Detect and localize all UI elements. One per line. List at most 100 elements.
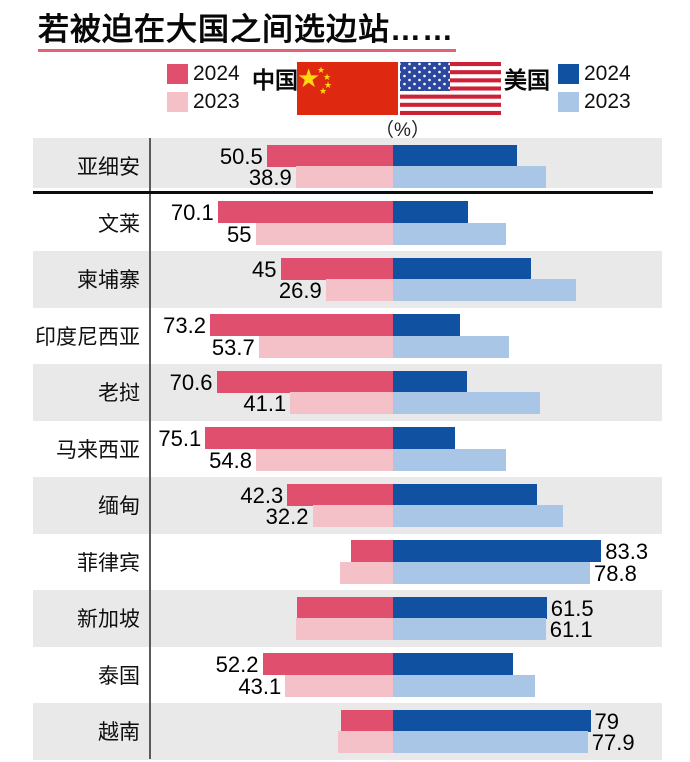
legend: 2024 2023 中国 ★ ★ ★ ★ ★ xyxy=(0,55,690,137)
value-label-2024: 73.2 xyxy=(163,313,206,338)
value-label-2023: 38.9 xyxy=(248,165,292,190)
bar-china-2024 xyxy=(351,540,393,562)
unit-label: （%） xyxy=(375,120,430,141)
country-label: 文莱 xyxy=(98,212,140,236)
bar-china-2024 xyxy=(217,201,393,223)
value-label-2023: 26.9 xyxy=(278,278,322,303)
bar-us-2023 xyxy=(393,505,563,527)
bar-us-2023 xyxy=(393,448,506,471)
bar-china-2023 xyxy=(295,618,393,640)
legend-year-china-2023: 2023 xyxy=(193,90,240,113)
legend-year-us-2024: 2024 xyxy=(584,62,631,85)
bar-china-2023 xyxy=(255,222,393,245)
bar-china-2024 xyxy=(210,314,393,336)
country-label: 印度尼西亚 xyxy=(35,325,140,349)
title-underline xyxy=(38,49,456,52)
bar-us-2023 xyxy=(393,731,588,753)
bar-us-2023 xyxy=(393,222,506,245)
bar-us-2024 xyxy=(393,370,467,393)
bar-china-2023 xyxy=(256,448,393,471)
country-label: 泰国 xyxy=(98,664,140,688)
chart-row: 老挝 70.6 41.1 xyxy=(0,364,690,421)
country-label: 亚细安 xyxy=(77,156,140,180)
value-label-2023: 78.8 xyxy=(594,560,637,586)
chart-row: 文莱 70.1 55 xyxy=(0,195,690,252)
value-label-2024: 75.1 xyxy=(158,426,202,451)
legend-swatch-us-2023 xyxy=(558,92,579,112)
value-label-2023: 77.9 xyxy=(591,730,635,755)
bar-china-2023 xyxy=(337,731,393,753)
bar-us-2023 xyxy=(393,674,536,697)
bar-us-2023 xyxy=(393,618,546,640)
bar-china-2024 xyxy=(287,483,393,506)
bar-us-2024 xyxy=(393,144,517,167)
value-label-2023: 43.1 xyxy=(238,673,282,699)
bar-us-2023 xyxy=(393,335,509,358)
bar-china-2023 xyxy=(285,674,393,697)
chart-row: 亚细安 50.5 38.9 xyxy=(0,138,690,195)
chart-row: 马来西亚 75.1 54.8 xyxy=(0,421,690,478)
chart-row: 柬埔寨 45 26.9 xyxy=(0,251,690,308)
bar-us-2024 xyxy=(393,314,460,336)
value-label-2023: 53.7 xyxy=(211,334,255,360)
bar-china-2024 xyxy=(216,370,393,393)
bar-china-2023 xyxy=(295,166,393,188)
bar-us-2024 xyxy=(393,540,602,562)
bar-china-2024 xyxy=(296,596,393,619)
value-label-2024: 61.5 xyxy=(550,595,594,621)
bar-china-2023 xyxy=(312,505,393,527)
bar-china-2023 xyxy=(290,392,393,414)
value-label-2024: 42.3 xyxy=(240,482,284,508)
svg-text:★: ★ xyxy=(323,72,331,82)
bar-china-2024 xyxy=(340,709,393,732)
value-label-2023: 32.2 xyxy=(265,504,309,529)
value-label-2024: 83.3 xyxy=(605,539,649,564)
bar-china-2024 xyxy=(205,427,393,449)
bar-china-2024 xyxy=(262,653,393,675)
bar-us-2024 xyxy=(393,596,547,619)
page-title: 若被迫在大国之间选边站…… xyxy=(38,12,454,47)
legend-year-china-2024: 2024 xyxy=(193,62,240,85)
country-label: 柬埔寨 xyxy=(77,269,140,293)
value-label-2023: 55 xyxy=(227,221,252,247)
value-label-2024: 52.2 xyxy=(215,652,259,677)
chart-row: 缅甸 42.3 32.2 xyxy=(0,477,690,534)
value-label-2023: 54.8 xyxy=(209,447,252,473)
bar-china-2024 xyxy=(266,144,393,167)
bar-china-2023 xyxy=(325,279,393,301)
chart-rows: 亚细安 50.5 38.9 文莱 70.1 55 柬埔寨 45 26.9 印度尼西亚 73.2 53.… xyxy=(0,138,690,760)
svg-text:★: ★ xyxy=(324,80,332,90)
axis-vertical-line xyxy=(149,138,151,759)
value-label-2023: 41.1 xyxy=(243,391,287,416)
chart-row: 越南 79 77.9 xyxy=(0,703,690,760)
country-label: 新加坡 xyxy=(77,608,140,632)
china-flag-icon: ★ ★ ★ ★ ★ xyxy=(297,62,398,115)
bar-us-2024 xyxy=(393,483,538,506)
bar-china-2023 xyxy=(340,561,393,584)
legend-year-us-2023: 2023 xyxy=(584,90,631,113)
bar-china-2023 xyxy=(258,335,393,358)
bar-us-2024 xyxy=(393,257,531,280)
bar-us-2024 xyxy=(393,427,456,449)
country-label: 老挝 xyxy=(98,382,140,406)
legend-swatch-china-2023 xyxy=(167,92,188,112)
us-flag-icon xyxy=(400,62,501,115)
bar-us-2024 xyxy=(393,201,468,223)
value-label-2024: 70.1 xyxy=(170,200,214,225)
legend-swatch-us-2024 xyxy=(558,64,579,84)
country-label: 缅甸 xyxy=(98,495,140,519)
bar-us-2023 xyxy=(393,392,541,414)
chart-row: 菲律宾 83.3 78.8 xyxy=(0,534,690,591)
chart: 亚细安 50.5 38.9 文莱 70.1 55 柬埔寨 45 26.9 印度尼西亚 73.2 53.… xyxy=(0,138,690,762)
value-label-2024: 70.6 xyxy=(169,369,213,395)
chart-row: 泰国 52.2 43.1 xyxy=(0,647,690,704)
legend-label-china: 中国 xyxy=(252,67,298,93)
bar-us-2023 xyxy=(393,279,576,301)
country-label: 越南 xyxy=(98,721,140,745)
bar-us-2023 xyxy=(393,166,546,188)
country-label: 菲律宾 xyxy=(77,551,140,575)
svg-text:★: ★ xyxy=(297,63,320,93)
svg-text:★: ★ xyxy=(319,86,327,96)
chart-row: 新加坡 61.5 61.1 xyxy=(0,590,690,647)
